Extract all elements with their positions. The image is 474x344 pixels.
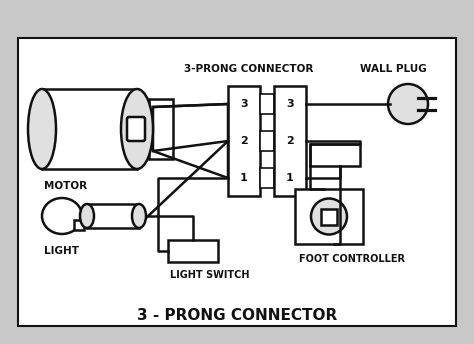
- Circle shape: [388, 84, 428, 124]
- Ellipse shape: [42, 198, 82, 234]
- FancyBboxPatch shape: [42, 89, 137, 169]
- FancyBboxPatch shape: [260, 131, 274, 151]
- FancyBboxPatch shape: [228, 86, 260, 196]
- Text: 1: 1: [286, 173, 294, 183]
- FancyBboxPatch shape: [321, 208, 337, 225]
- Text: MOTOR: MOTOR: [44, 181, 87, 191]
- Text: 3 - PRONG CONNECTOR: 3 - PRONG CONNECTOR: [137, 309, 337, 323]
- FancyBboxPatch shape: [87, 204, 139, 228]
- Text: 1: 1: [240, 173, 248, 183]
- FancyBboxPatch shape: [74, 220, 84, 230]
- Ellipse shape: [80, 204, 94, 228]
- Text: 3: 3: [240, 99, 248, 109]
- FancyBboxPatch shape: [168, 240, 218, 262]
- Text: 3: 3: [286, 99, 294, 109]
- Text: 3-PRONG CONNECTOR: 3-PRONG CONNECTOR: [184, 64, 314, 74]
- Text: 2: 2: [240, 136, 248, 146]
- Text: LIGHT: LIGHT: [44, 246, 79, 256]
- Ellipse shape: [28, 89, 56, 169]
- FancyBboxPatch shape: [18, 38, 456, 326]
- Text: FOOT CONTROLLER: FOOT CONTROLLER: [299, 254, 405, 264]
- FancyBboxPatch shape: [127, 117, 145, 141]
- Text: LIGHT SWITCH: LIGHT SWITCH: [170, 270, 249, 280]
- Text: WALL PLUG: WALL PLUG: [360, 64, 427, 74]
- FancyBboxPatch shape: [260, 94, 274, 114]
- Ellipse shape: [121, 89, 153, 169]
- Text: 2: 2: [286, 136, 294, 146]
- FancyBboxPatch shape: [260, 168, 274, 188]
- Ellipse shape: [132, 204, 146, 228]
- FancyBboxPatch shape: [295, 189, 363, 244]
- FancyBboxPatch shape: [274, 86, 306, 196]
- Circle shape: [311, 198, 347, 235]
- FancyBboxPatch shape: [310, 144, 360, 166]
